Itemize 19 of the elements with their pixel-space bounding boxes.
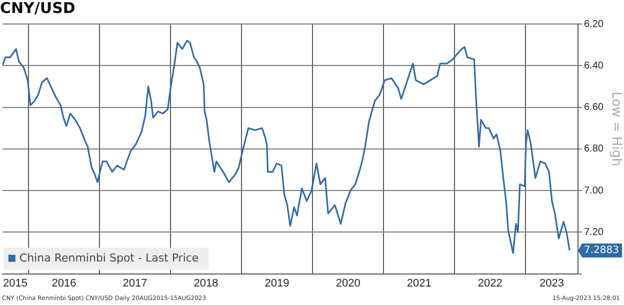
x-tick-label: 2023 — [540, 277, 564, 290]
y-tick-label: 6.60 — [584, 102, 604, 114]
x-tick-label: 2016 — [52, 277, 76, 290]
y-axis-title: Low = High — [608, 92, 624, 166]
x-tick-label: 2017 — [122, 277, 148, 290]
y-tick-label: 7.00 — [584, 185, 604, 196]
y-tick-label: 6.80 — [584, 144, 604, 155]
x-tick-label: 2021 — [406, 277, 432, 290]
x-tick-label: 2015 — [2, 277, 28, 290]
chart-title: CNY/USD — [0, 0, 76, 17]
y-tick-label: 7.20 — [584, 226, 604, 238]
x-tick-label: 2020 — [336, 277, 360, 290]
x-tick-label: 2022 — [478, 277, 502, 290]
legend-label: China Renminbi Spot - Last Price — [19, 252, 199, 265]
x-tick-label: 2019 — [264, 277, 290, 290]
y-tick-label: 6.20 — [584, 18, 604, 30]
x-tick-label: 2018 — [194, 277, 218, 290]
annotation: 7.2883 — [584, 245, 619, 256]
y-tick-label: 6.40 — [584, 60, 604, 72]
